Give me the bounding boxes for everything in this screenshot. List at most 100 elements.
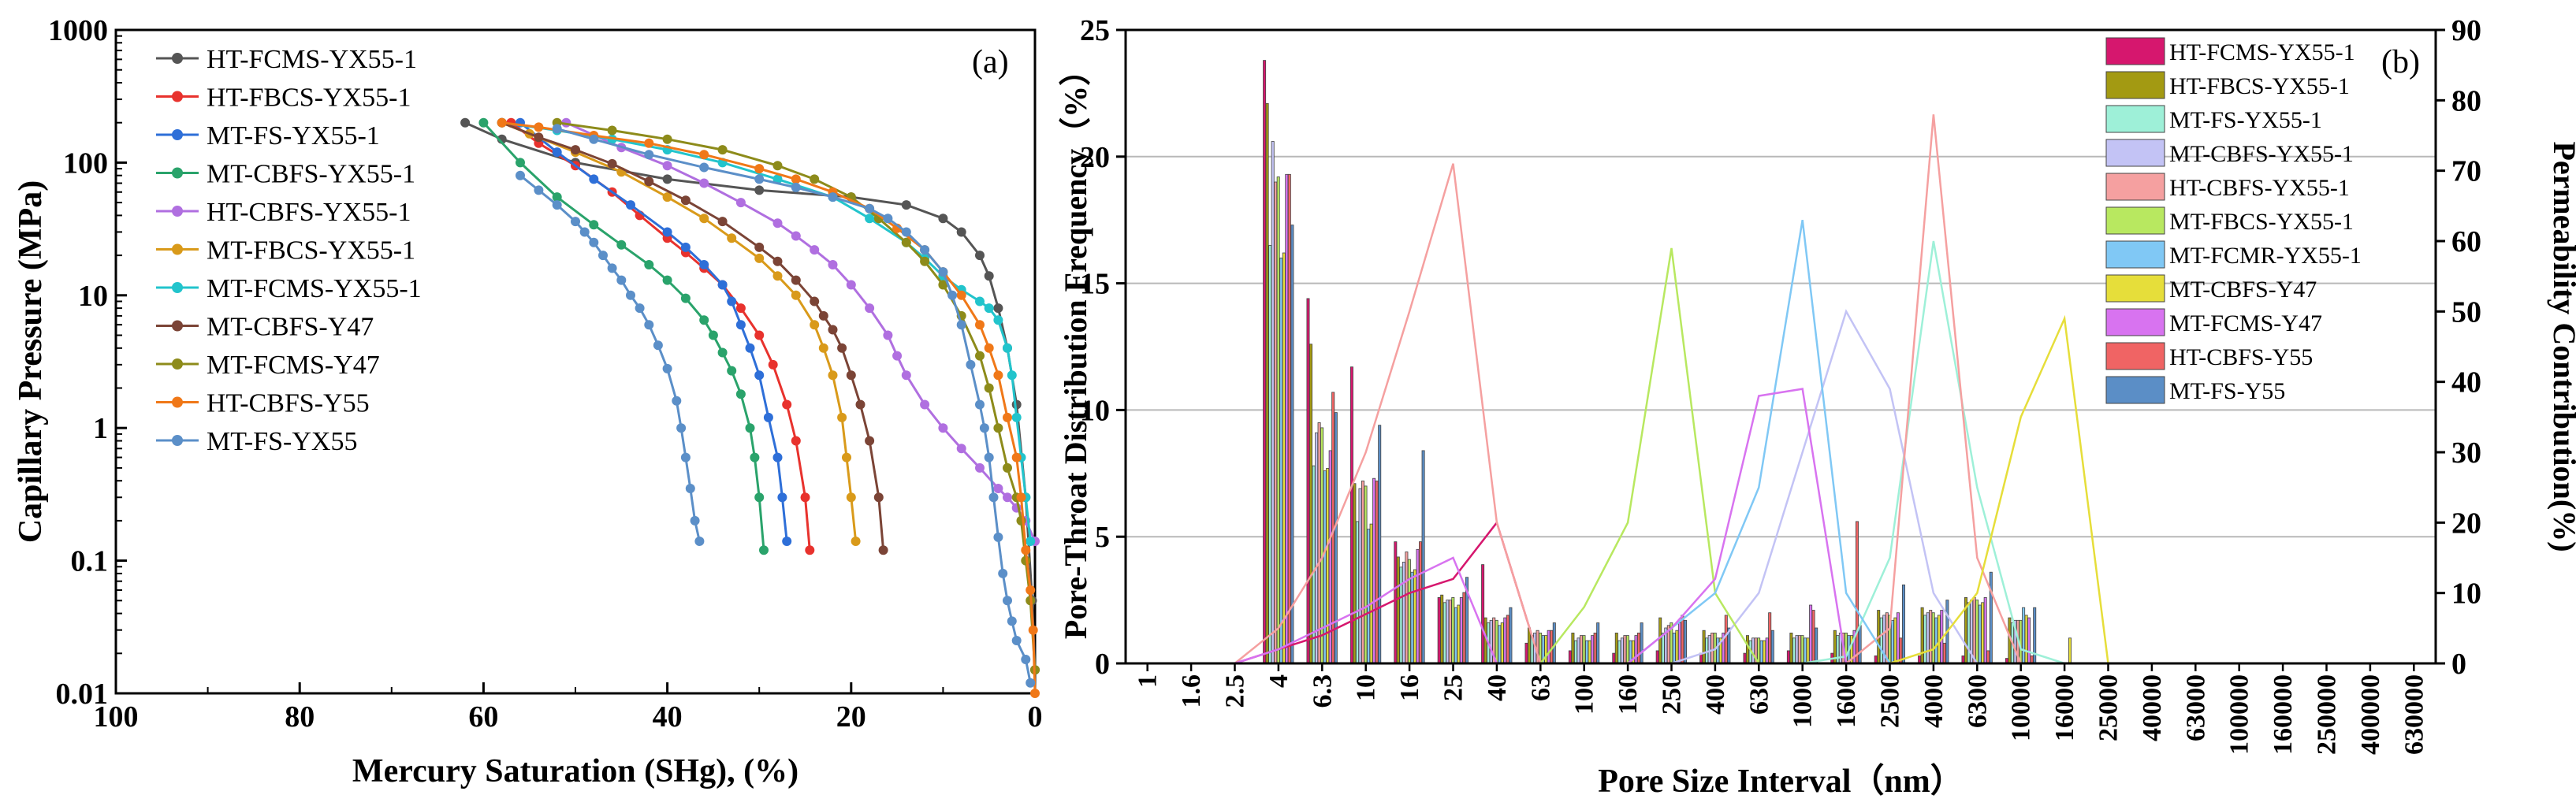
- series-mt-cbfs-yx55-1: [478, 117, 769, 555]
- panel-label: (b): [2381, 44, 2420, 80]
- data-point: [754, 253, 765, 263]
- legend-item: HT-FBCS-YX55-1: [156, 84, 411, 113]
- bar: [1407, 559, 1411, 664]
- data-point: [676, 423, 687, 433]
- legend-swatch: [2105, 376, 2165, 404]
- data-point: [818, 343, 828, 353]
- legend-item: HT-FCMS-YX55-1: [156, 45, 417, 74]
- bar: [1334, 412, 1338, 664]
- contribution-series-mt-cbfs-y47: [1889, 314, 2109, 665]
- data-point: [1016, 492, 1026, 503]
- data-point: [571, 145, 580, 155]
- data-point: [975, 462, 985, 473]
- legend-label: MT-FCMS-YX55-1: [207, 274, 422, 303]
- x-tick-label: 2500: [1876, 674, 1905, 728]
- x-tick-label: 10: [1352, 674, 1381, 701]
- panel-label: (a): [972, 44, 1009, 80]
- contribution-series-mt-fbcs-yx55-1: [1539, 247, 1760, 664]
- bar: [1421, 450, 1425, 664]
- data-point: [878, 545, 888, 555]
- bar: [1620, 637, 1624, 664]
- data-point: [975, 296, 985, 306]
- data-point: [607, 263, 617, 273]
- bar: [1276, 176, 1280, 664]
- contribution-line: [1802, 240, 2065, 665]
- legend-label: HT-CBFS-YX55-1: [207, 198, 411, 227]
- bar: [1806, 637, 1810, 664]
- bar: [1975, 600, 1979, 664]
- legend-item: MT-FS-YX55-1: [2105, 105, 2322, 133]
- legend-label: HT-FBCS-YX55-1: [207, 84, 411, 113]
- bar: [1967, 602, 1971, 664]
- data-point: [653, 340, 663, 351]
- data-point: [727, 233, 737, 243]
- bar-series-mt-fbcs-yx55-1: [1276, 176, 2023, 664]
- data-point: [662, 227, 672, 237]
- series-line: [519, 174, 701, 542]
- bar: [1274, 181, 1278, 664]
- data-point: [984, 452, 994, 462]
- bar: [1745, 635, 1749, 664]
- bar: [1405, 552, 1409, 664]
- x-tick-label: 250: [1658, 674, 1687, 715]
- bar: [1446, 600, 1450, 664]
- bar: [1655, 650, 1659, 664]
- bar: [1759, 640, 1763, 664]
- data-point: [680, 242, 691, 252]
- bar: [1375, 481, 1379, 664]
- series-ht-cbfs-y55: [497, 117, 1040, 698]
- y2-tick-label: 0: [2451, 648, 2466, 681]
- bar: [1309, 344, 1313, 664]
- data-point: [920, 245, 930, 255]
- legend-item: HT-CBFS-Y55: [2105, 342, 2313, 370]
- bar: [1981, 602, 1985, 664]
- y-tick-label: 1: [93, 412, 108, 445]
- data-point: [534, 185, 544, 195]
- data-point: [791, 182, 801, 192]
- data-point: [979, 423, 989, 433]
- y2-tick-label: 60: [2451, 225, 2481, 258]
- data-point: [754, 330, 765, 340]
- y2-axis-label: Permeability Contribution(%): [2547, 141, 2576, 552]
- data-point: [478, 117, 489, 128]
- data-point: [865, 303, 875, 314]
- y2-tick-label: 80: [2451, 84, 2481, 117]
- bar: [2024, 615, 2028, 664]
- y-tick-label: 15: [1080, 268, 1110, 301]
- legend-item: MT-FCMS-Y47: [2105, 308, 2322, 336]
- bar: [1495, 619, 1498, 664]
- contribution-series-mt-fcmr-yx55-1: [1627, 219, 1891, 664]
- contribution-line: [1234, 520, 1542, 665]
- data-point: [644, 260, 654, 269]
- x-tick-label: 6300: [1963, 674, 1992, 728]
- data-point: [984, 271, 994, 281]
- data-point: [735, 320, 746, 330]
- bar: [1800, 635, 1804, 664]
- legend-label: HT-CBFS-Y55: [2169, 344, 2313, 370]
- data-point: [800, 492, 810, 503]
- bar: [1923, 615, 1927, 664]
- legend-swatch-marker: [172, 320, 183, 332]
- data-point: [782, 399, 792, 410]
- data-point: [984, 343, 994, 353]
- series-line: [501, 121, 1037, 694]
- data-point: [938, 423, 948, 433]
- data-point: [1021, 655, 1031, 664]
- legend-swatch: [2105, 274, 2165, 303]
- data-point: [956, 227, 966, 237]
- data-point: [846, 492, 856, 503]
- data-point: [837, 343, 847, 353]
- bar: [1263, 60, 1267, 664]
- x-tick-label: 630000: [2399, 674, 2429, 755]
- legend-swatch-marker: [172, 206, 183, 217]
- bar: [1934, 617, 1938, 664]
- data-point: [956, 290, 966, 300]
- data-point: [763, 412, 773, 422]
- bar: [1509, 607, 1513, 664]
- series-line: [501, 121, 1032, 542]
- contribution-line: [1627, 219, 1891, 664]
- bar: [1279, 257, 1283, 664]
- x-axis-label: Mercury Saturation (SHg), (%): [352, 753, 798, 789]
